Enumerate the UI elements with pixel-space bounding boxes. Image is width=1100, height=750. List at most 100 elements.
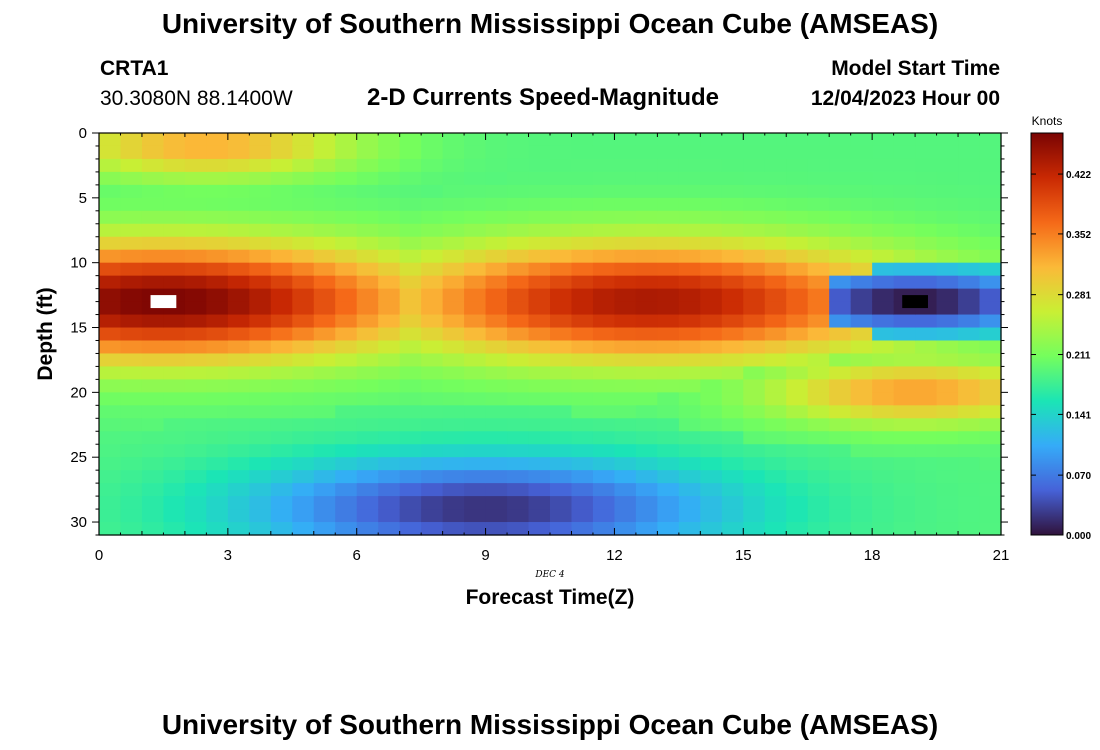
heatmap-cell xyxy=(313,405,336,419)
heatmap-cell xyxy=(979,353,1002,368)
heatmap-cell xyxy=(872,171,895,186)
heatmap-cell xyxy=(721,340,744,355)
heatmap-cell xyxy=(635,366,658,380)
heatmap-cell xyxy=(850,327,873,342)
heatmap-cell xyxy=(141,340,165,355)
heatmap-cell xyxy=(786,314,809,329)
heatmap-cell xyxy=(721,184,744,199)
x-tick-label: 3 xyxy=(224,547,232,564)
heatmap-cell xyxy=(657,262,680,277)
heatmap-cell xyxy=(592,262,616,277)
heatmap-cell xyxy=(550,158,573,173)
heatmap-cell xyxy=(99,223,122,238)
heatmap-cell xyxy=(356,327,379,342)
heatmap-cell xyxy=(507,133,530,147)
heatmap-cell xyxy=(721,431,744,445)
heatmap-cell xyxy=(850,366,873,380)
heatmap-cell xyxy=(657,301,680,316)
heatmap-cell xyxy=(635,405,658,419)
heatmap-cell xyxy=(270,223,293,238)
heatmap-cell xyxy=(958,275,981,290)
heatmap-cell xyxy=(227,288,250,303)
heatmap-cell xyxy=(313,249,336,264)
heatmap-cell xyxy=(292,327,315,342)
heatmap-cell xyxy=(184,522,207,536)
heatmap-cell xyxy=(399,133,422,147)
heatmap-cell xyxy=(764,405,787,419)
heatmap-cell xyxy=(958,262,981,277)
heatmap-cell xyxy=(936,158,959,173)
heatmap-cell xyxy=(249,405,272,419)
heatmap-cell xyxy=(507,418,530,432)
heatmap-cell xyxy=(743,249,766,264)
heatmap-cell xyxy=(893,145,916,160)
heatmap-cell xyxy=(979,262,1002,277)
heatmap-cell xyxy=(850,184,873,199)
heatmap-cell xyxy=(786,483,809,497)
heatmap-cell xyxy=(915,470,938,484)
heatmap-cell xyxy=(657,509,680,523)
heatmap-cell xyxy=(270,418,293,432)
heatmap-cell xyxy=(979,158,1002,173)
heatmap-cell xyxy=(507,184,530,199)
heatmap-cell xyxy=(678,392,701,406)
heatmap-cell xyxy=(550,392,573,406)
heatmap-cell xyxy=(249,314,272,329)
heatmap-cell xyxy=(335,314,358,329)
heatmap-cell xyxy=(421,262,444,277)
heatmap-cell xyxy=(872,197,895,212)
heatmap-cell xyxy=(829,236,852,251)
heatmap-cell xyxy=(657,457,680,471)
heatmap-cell xyxy=(571,340,594,355)
heatmap-cell xyxy=(442,418,465,432)
heatmap-cell xyxy=(721,509,744,523)
heatmap-cell xyxy=(206,418,229,432)
heatmap-cell xyxy=(378,184,401,199)
heatmap-cell xyxy=(550,457,573,471)
heatmap-cell xyxy=(657,197,680,212)
heatmap-cell xyxy=(592,444,616,458)
heatmap-cell xyxy=(657,223,680,238)
heatmap-cell xyxy=(592,418,616,432)
heatmap-cell xyxy=(249,171,272,186)
heatmap-cell xyxy=(507,496,530,510)
heatmap-cell xyxy=(571,288,594,303)
heatmap-cell xyxy=(442,133,465,147)
heatmap-cell xyxy=(635,210,658,225)
heatmap-cell xyxy=(270,444,293,458)
heatmap-cell xyxy=(99,509,122,523)
heatmap-cell xyxy=(120,145,143,160)
heatmap-cell xyxy=(958,444,981,458)
heatmap-cell xyxy=(227,197,250,212)
heatmap-cell xyxy=(292,444,315,458)
heatmap-cell xyxy=(421,496,444,510)
heatmap-cell xyxy=(356,444,379,458)
heatmap-cell xyxy=(184,249,207,264)
heatmap-cell xyxy=(614,275,637,290)
heatmap-cell xyxy=(743,223,766,238)
heatmap-cell xyxy=(592,171,616,186)
heatmap-cell xyxy=(464,184,487,199)
heatmap-cell xyxy=(335,366,358,380)
heatmap-cell xyxy=(141,275,165,290)
heatmap-cell xyxy=(485,405,508,419)
heatmap-cell xyxy=(313,522,336,536)
heatmap-cell xyxy=(571,392,594,406)
heatmap-cell xyxy=(721,418,744,432)
heatmap-cell xyxy=(206,275,229,290)
chart-title: 2-D Currents Speed-Magnitude xyxy=(367,84,720,111)
heatmap-cell xyxy=(270,288,293,303)
heatmap-cell xyxy=(915,366,938,380)
heatmap-cell xyxy=(915,444,938,458)
heatmap-cell xyxy=(807,457,830,471)
heatmap-cell xyxy=(872,379,895,393)
heatmap-cell xyxy=(786,171,809,186)
heatmap-cell xyxy=(936,314,959,329)
heatmap-cell xyxy=(120,340,143,355)
heatmap-cell xyxy=(979,340,1002,355)
heatmap-cell xyxy=(120,275,143,290)
heatmap-cell xyxy=(657,470,680,484)
heatmap-cell xyxy=(614,405,637,419)
heatmap-cell xyxy=(249,288,272,303)
heatmap-cell xyxy=(485,184,508,199)
